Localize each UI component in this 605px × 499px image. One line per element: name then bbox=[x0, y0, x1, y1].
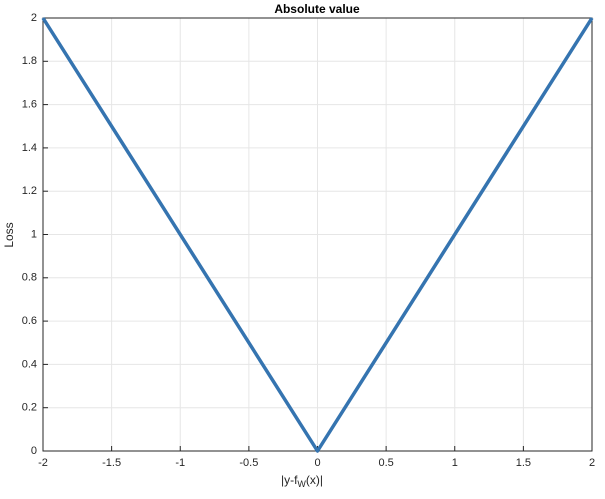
y-tick-label: 2 bbox=[31, 12, 37, 24]
line bbox=[41, 17, 594, 453]
y-tick-label: 0.2 bbox=[22, 402, 37, 414]
y-tick-label: 0.4 bbox=[22, 358, 37, 370]
y-tick-label: 0.6 bbox=[22, 315, 37, 327]
x-label-subscript: W bbox=[297, 479, 306, 489]
x-tick-label: 0.5 bbox=[378, 457, 393, 469]
x-label-part: (x)| bbox=[306, 473, 323, 487]
y-tick-label: 1.4 bbox=[22, 142, 37, 154]
chart-title: Absolute value bbox=[274, 2, 360, 16]
y-tick-label: 1.6 bbox=[22, 99, 37, 111]
y-tick-label: 1 bbox=[31, 228, 37, 240]
x-tick-label: -1 bbox=[175, 457, 185, 469]
x-tick-label: -2 bbox=[38, 457, 48, 469]
y-tick-label: 0 bbox=[31, 445, 37, 457]
x-tick-label: -0.5 bbox=[239, 457, 258, 469]
x-axis-label: |y-fW(x)| bbox=[281, 473, 323, 489]
y-axis-label: Loss bbox=[2, 222, 16, 247]
x-tick-label: 2 bbox=[589, 457, 595, 469]
x-tick-label: 1.5 bbox=[516, 457, 531, 469]
x-label-part: |y-f bbox=[281, 473, 298, 487]
y-tick-label: 0.8 bbox=[22, 272, 37, 284]
x-tick-label: -1.5 bbox=[102, 457, 121, 469]
x-tick-label: 1 bbox=[452, 457, 458, 469]
x-tick-label: 0 bbox=[314, 457, 320, 469]
y-tick-label: 1.2 bbox=[22, 185, 37, 197]
y-tick-label: 1.8 bbox=[22, 55, 37, 67]
